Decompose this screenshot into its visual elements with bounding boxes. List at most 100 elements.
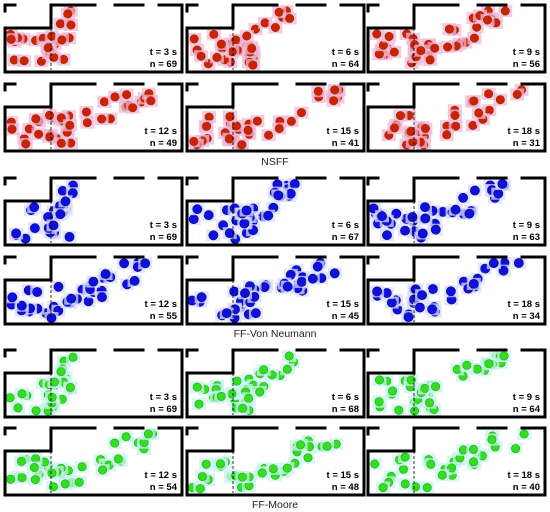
time-label: t = 12 s <box>145 470 177 481</box>
agent-dot <box>208 230 219 241</box>
agent-dot <box>378 483 388 493</box>
agent-dot <box>192 382 202 392</box>
agent-dot <box>17 389 27 399</box>
agent-dot <box>192 204 203 215</box>
agent-dot <box>417 228 428 239</box>
agent-dot <box>232 376 242 386</box>
agent-dot <box>391 208 402 219</box>
agent-dot <box>129 275 140 286</box>
agent-dot <box>431 382 441 392</box>
agent-dot <box>400 225 410 236</box>
agent-dot <box>297 108 307 118</box>
agent-dot <box>202 121 212 131</box>
agent-dot <box>31 406 41 416</box>
agent-dot <box>189 34 199 44</box>
agent-dot <box>47 31 57 41</box>
group-caption: FF-Von Neumann <box>234 328 317 340</box>
agent-dot <box>209 29 219 39</box>
agent-dot <box>270 22 280 32</box>
agent-dot <box>6 34 16 44</box>
agent-dot <box>231 121 241 131</box>
count-label: n = 67 <box>332 232 359 243</box>
panel-1-2: t = 9 sn = 63 <box>366 176 547 247</box>
agent-dot <box>330 85 340 95</box>
agent-dot <box>417 290 427 301</box>
agent-dot <box>260 18 270 28</box>
agent-dot <box>196 292 207 303</box>
agent-dot <box>472 364 482 374</box>
agent-dot <box>47 392 57 402</box>
agent-dot <box>36 56 46 66</box>
panel-1-3: t = 12 sn = 55 <box>3 255 184 326</box>
count-label: n = 69 <box>150 59 177 70</box>
panel-1-4: t = 15 sn = 45 <box>185 255 366 326</box>
agent-dot <box>444 24 454 34</box>
agent-dot <box>384 31 394 41</box>
agent-dot <box>225 112 235 122</box>
agent-dot <box>122 90 132 100</box>
agent-dot <box>415 302 425 313</box>
time-label: t = 12 s <box>145 299 177 310</box>
agent-dot <box>495 95 505 105</box>
agent-dot <box>242 31 252 41</box>
agent-dot <box>422 483 432 493</box>
agent-dot <box>32 287 43 297</box>
agent-dot <box>237 472 247 482</box>
agent-dot <box>19 56 29 66</box>
agent-dot <box>519 429 529 439</box>
agent-dot <box>46 313 57 323</box>
agent-dot <box>121 432 131 442</box>
time-label: t = 12 s <box>145 126 177 137</box>
agent-dot <box>44 132 54 142</box>
agent-dot <box>428 284 438 294</box>
agent-dot <box>60 196 71 207</box>
agent-dot <box>110 438 120 448</box>
agent-dot <box>11 228 21 239</box>
agent-dot <box>282 364 292 374</box>
agent-dot <box>282 463 292 473</box>
agent-dot <box>284 351 294 361</box>
agent-dot <box>17 473 27 483</box>
agent-dot <box>110 92 120 102</box>
agent-dot <box>406 375 416 385</box>
agent-dot <box>410 406 420 416</box>
count-label: n = 49 <box>150 138 177 149</box>
agent-dot <box>303 453 313 463</box>
agent-dot <box>48 220 59 231</box>
agent-dot <box>55 209 66 220</box>
agent-dot <box>146 96 156 106</box>
agent-dot <box>410 482 420 492</box>
agent-dot <box>21 139 31 149</box>
agent-dot <box>424 398 434 408</box>
count-label: n = 64 <box>513 404 541 415</box>
count-label: n = 69 <box>150 404 177 415</box>
agent-dot <box>53 281 64 292</box>
panel-2-1: t = 6 sn = 68 <box>185 348 366 419</box>
time-label: t = 9 s <box>513 220 540 231</box>
agent-dot <box>462 360 472 370</box>
time-label: t = 6 s <box>332 392 359 403</box>
agent-dot <box>493 188 504 199</box>
count-label: n = 55 <box>150 311 178 322</box>
count-label: n = 31 <box>513 138 541 149</box>
agent-dot <box>329 96 339 106</box>
agent-dot <box>229 286 240 297</box>
count-label: n = 45 <box>332 311 360 322</box>
agent-dot <box>43 43 53 53</box>
agent-dot <box>395 111 405 121</box>
panel-1-5: t = 18 sn = 34 <box>366 255 547 326</box>
count-label: n = 64 <box>332 59 360 70</box>
agent-dot <box>474 108 484 118</box>
agent-dot <box>97 114 107 124</box>
count-label: n = 63 <box>513 232 540 243</box>
agent-dot <box>47 468 57 478</box>
panel-0-0: t = 3 sn = 69 <box>3 3 184 74</box>
agent-dot <box>88 276 99 287</box>
agent-dot <box>201 459 211 469</box>
agent-dot <box>196 51 206 61</box>
agent-dot <box>430 43 440 53</box>
count-label: n = 56 <box>513 59 540 70</box>
agent-dot <box>203 210 214 221</box>
panel-0-2: t = 9 sn = 56 <box>366 3 547 74</box>
